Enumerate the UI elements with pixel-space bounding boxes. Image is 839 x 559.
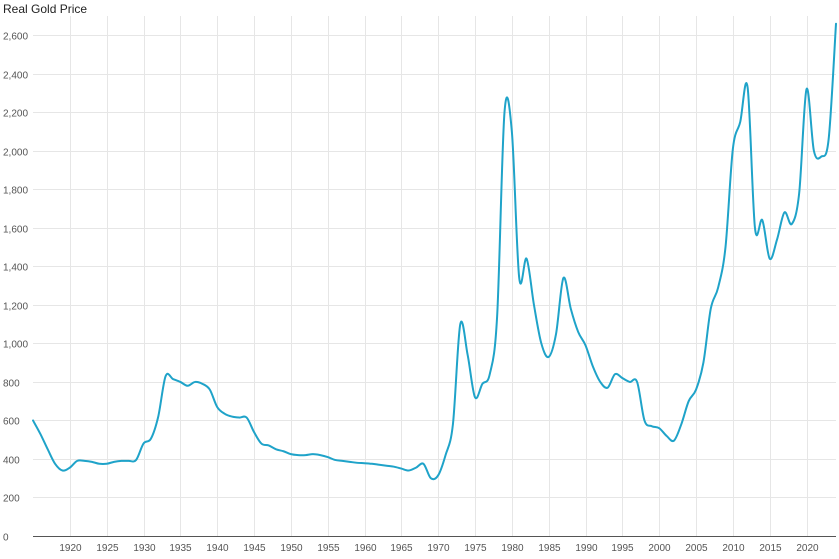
x-tick-label: 1990 bbox=[575, 543, 598, 554]
grid-layer bbox=[33, 16, 836, 536]
x-tick-label: 2005 bbox=[685, 543, 708, 554]
x-tick-label: 2010 bbox=[722, 543, 745, 554]
y-tick-label: 200 bbox=[3, 494, 20, 505]
x-tick-label: 1965 bbox=[390, 543, 413, 554]
y-tick-label: 2,400 bbox=[3, 71, 28, 82]
x-tick-label: 1945 bbox=[243, 543, 266, 554]
x-tick-label: 1930 bbox=[133, 543, 156, 554]
y-tick-label: 600 bbox=[3, 417, 20, 428]
y-tick-label: 1,200 bbox=[3, 302, 28, 313]
x-tick-label: 2000 bbox=[648, 543, 671, 554]
x-tick-label: 1975 bbox=[464, 543, 487, 554]
x-tick-label: 1960 bbox=[354, 543, 377, 554]
y-tick-label: 1,800 bbox=[3, 186, 28, 197]
series-layer bbox=[32, 22, 837, 481]
x-tick-label: 1935 bbox=[169, 543, 192, 554]
y-tick-label: 1,000 bbox=[3, 340, 28, 351]
x-tick-label: 1980 bbox=[501, 543, 524, 554]
y-tick-label: 800 bbox=[3, 379, 20, 390]
x-tick-label: 1970 bbox=[427, 543, 450, 554]
tick-label-layer: 0 200 400 600 800 1,000 1,200 1,400 1,600 1,800 2,… bbox=[3, 32, 819, 555]
x-tick-label: 1955 bbox=[317, 543, 340, 554]
x-tick-label: 1925 bbox=[96, 543, 119, 554]
y-tick-label: 0 bbox=[3, 533, 9, 544]
x-tick-label: 1995 bbox=[611, 543, 634, 554]
y-tick-label: 2,000 bbox=[3, 148, 28, 159]
series-line bbox=[32, 22, 837, 481]
y-tick-label: 2,600 bbox=[3, 32, 28, 43]
y-tick-label: 1,600 bbox=[3, 225, 28, 236]
x-tick-label: 1950 bbox=[280, 543, 303, 554]
y-tick-label: 1,400 bbox=[3, 263, 28, 274]
x-tick-label: 1920 bbox=[59, 543, 82, 554]
chart-title: Real Gold Price bbox=[3, 2, 88, 16]
y-tick-label: 2,200 bbox=[3, 109, 28, 120]
x-tick-label: 1985 bbox=[538, 543, 561, 554]
x-tick-label: 2015 bbox=[759, 543, 782, 554]
y-tick-label: 400 bbox=[3, 456, 20, 467]
x-tick-label: 2020 bbox=[796, 543, 819, 554]
x-tick-label: 1940 bbox=[206, 543, 229, 554]
